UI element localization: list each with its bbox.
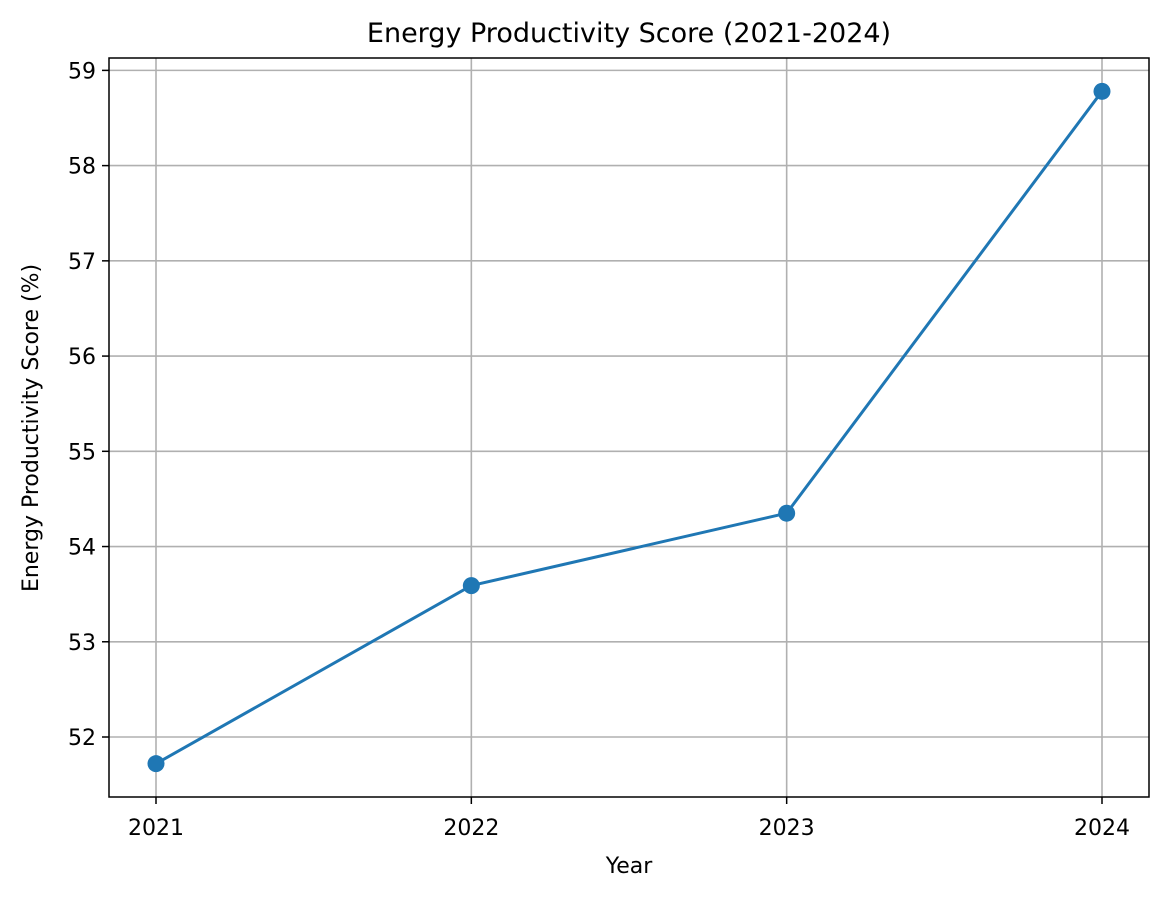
- x-tick-label: 2021: [128, 816, 184, 841]
- series-line: [154, 89, 1104, 766]
- data-point: [778, 504, 796, 522]
- chart-title: Energy Productivity Score (2021-2024): [367, 18, 891, 49]
- y-tick-label: 59: [68, 59, 96, 84]
- y-tick-label: 53: [68, 631, 96, 656]
- y-tick-label: 54: [68, 536, 96, 561]
- y-tick-label: 55: [68, 440, 96, 465]
- x-axis-label: Year: [605, 854, 654, 879]
- y-axis-label: Energy Productivity Score (%): [19, 264, 44, 592]
- data-point: [462, 577, 480, 595]
- axis-ticks: 2021 2022 2023 2024 52 53 54 55 56 57 58 59: [68, 59, 1130, 841]
- x-tick-label: 2023: [759, 816, 815, 841]
- series-layer: [147, 82, 1111, 773]
- plot-frame: [108, 57, 1150, 798]
- y-tick-label: 52: [68, 726, 96, 751]
- x-tick-label: 2022: [443, 816, 499, 841]
- data-point: [1093, 82, 1111, 100]
- y-tick-label: 57: [68, 250, 96, 275]
- x-tick-label: 2024: [1074, 816, 1130, 841]
- y-tick-label: 56: [68, 345, 96, 370]
- y-tick-label: 58: [68, 155, 96, 180]
- data-point: [147, 755, 165, 773]
